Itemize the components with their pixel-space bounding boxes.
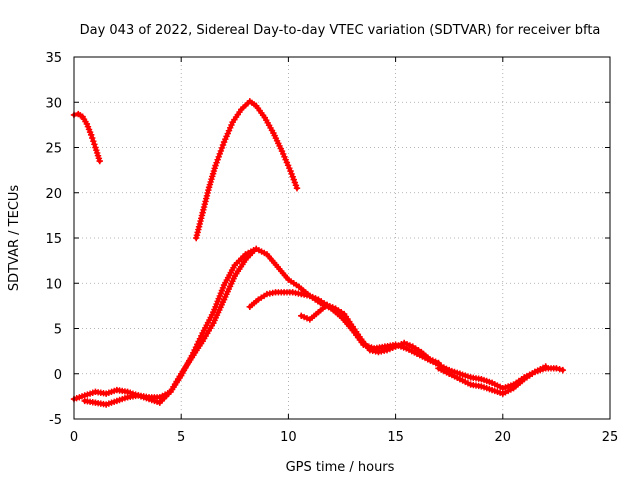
x-tick-label: 5 [177, 430, 185, 445]
series-arc-1 [70, 110, 103, 165]
data-point [426, 356, 434, 363]
y-tick-label: 15 [45, 232, 62, 247]
data-marker [214, 156, 221, 163]
data-marker [89, 134, 96, 142]
data-marker [218, 144, 226, 152]
data-point [278, 147, 286, 155]
data-point [250, 247, 258, 254]
data-point [392, 343, 399, 350]
series-arc-4 [81, 247, 258, 408]
data-point [559, 366, 567, 374]
x-axis-label: GPS time / hours [286, 460, 395, 475]
x-tick-label: 25 [602, 430, 619, 445]
data-marker [217, 147, 225, 155]
chart-title: Day 043 of 2022, Sidereal Day-to-day VTE… [80, 23, 601, 38]
data-marker [91, 141, 98, 148]
data-point [323, 301, 331, 309]
data-marker [326, 302, 334, 310]
data-point [293, 185, 301, 192]
series-layer [70, 98, 567, 408]
grid [74, 57, 610, 419]
y-tick-label: 30 [45, 96, 62, 111]
data-point [220, 138, 228, 146]
y-tick-label: -5 [49, 413, 62, 428]
data-marker [223, 133, 230, 140]
data-marker [213, 159, 220, 166]
data-point [435, 359, 442, 367]
data-marker [300, 313, 308, 321]
data-point [287, 167, 294, 175]
y-tick-label: 10 [45, 277, 62, 292]
data-marker [395, 342, 402, 349]
data-marker [225, 127, 233, 134]
data-marker [215, 153, 222, 160]
data-point [553, 365, 560, 372]
y-tick-label: 25 [45, 142, 62, 157]
data-marker [284, 162, 292, 169]
x-tick-label: 10 [280, 430, 297, 445]
data-marker [403, 340, 411, 348]
data-marker [288, 170, 295, 178]
x-tick-label: 0 [70, 430, 78, 445]
series-arc-6 [298, 301, 442, 367]
data-marker [290, 176, 297, 183]
data-marker [429, 357, 436, 364]
series-arc-2 [193, 98, 301, 242]
y-tick-label: 20 [45, 187, 62, 202]
data-marker [90, 137, 97, 145]
data-marker [281, 153, 288, 161]
data-marker [222, 136, 229, 143]
x-tick-label: 20 [495, 430, 512, 445]
data-marker [309, 293, 316, 301]
series-arc-7 [435, 363, 549, 397]
series-trace [194, 99, 299, 240]
y-tick-label: 35 [45, 51, 62, 66]
data-point [212, 162, 219, 169]
data-marker [283, 159, 291, 166]
x-tick-label: 15 [387, 430, 404, 445]
series-trace [72, 246, 565, 402]
series-arc-5 [246, 289, 331, 310]
data-marker [216, 150, 223, 158]
y-axis-label: SDTVAR / TECUs [7, 185, 22, 292]
data-marker [386, 345, 394, 353]
axis-ticks: 0 5 10 15 20 25 -5 0 5 10 15 20 25 30 35 [45, 51, 618, 445]
data-marker [227, 124, 234, 132]
data-point [542, 363, 549, 370]
data-marker [279, 150, 287, 158]
data-point [298, 312, 305, 320]
data-point [383, 347, 391, 354]
data-marker [224, 130, 231, 137]
y-tick-label: 5 [54, 323, 62, 338]
data-marker [291, 179, 299, 186]
series-arc-3 [70, 245, 567, 403]
data-point [96, 157, 103, 165]
data-point [400, 339, 408, 347]
data-marker [556, 366, 563, 373]
data-marker [282, 156, 289, 163]
data-point [87, 131, 95, 139]
data-marker [219, 141, 227, 149]
data-marker [289, 173, 296, 180]
data-point [306, 292, 314, 300]
y-tick-label: 0 [54, 368, 62, 383]
